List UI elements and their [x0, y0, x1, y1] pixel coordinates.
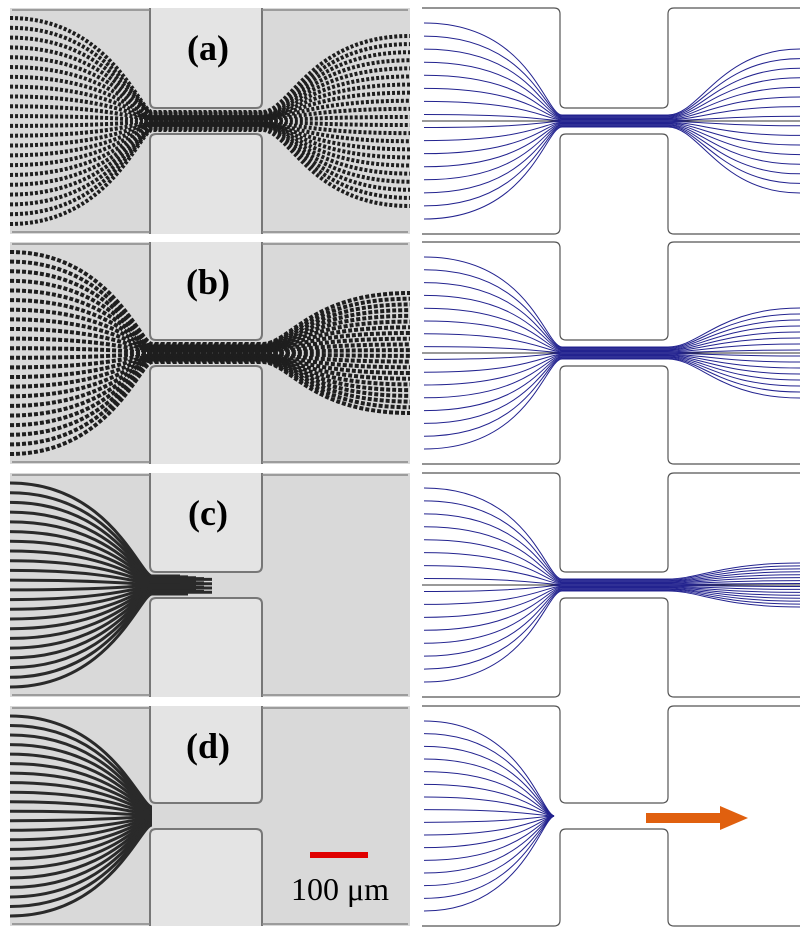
panel-label: (d): [186, 726, 230, 766]
panel-label: (a): [187, 28, 229, 68]
sim-bg: [422, 706, 802, 926]
scale-label: 100 μm: [291, 871, 389, 907]
panel-label: (b): [186, 262, 230, 302]
figure: (a) (b) (c) (d) 100 μm: [0, 0, 803, 930]
panel-label: (c): [188, 493, 228, 533]
